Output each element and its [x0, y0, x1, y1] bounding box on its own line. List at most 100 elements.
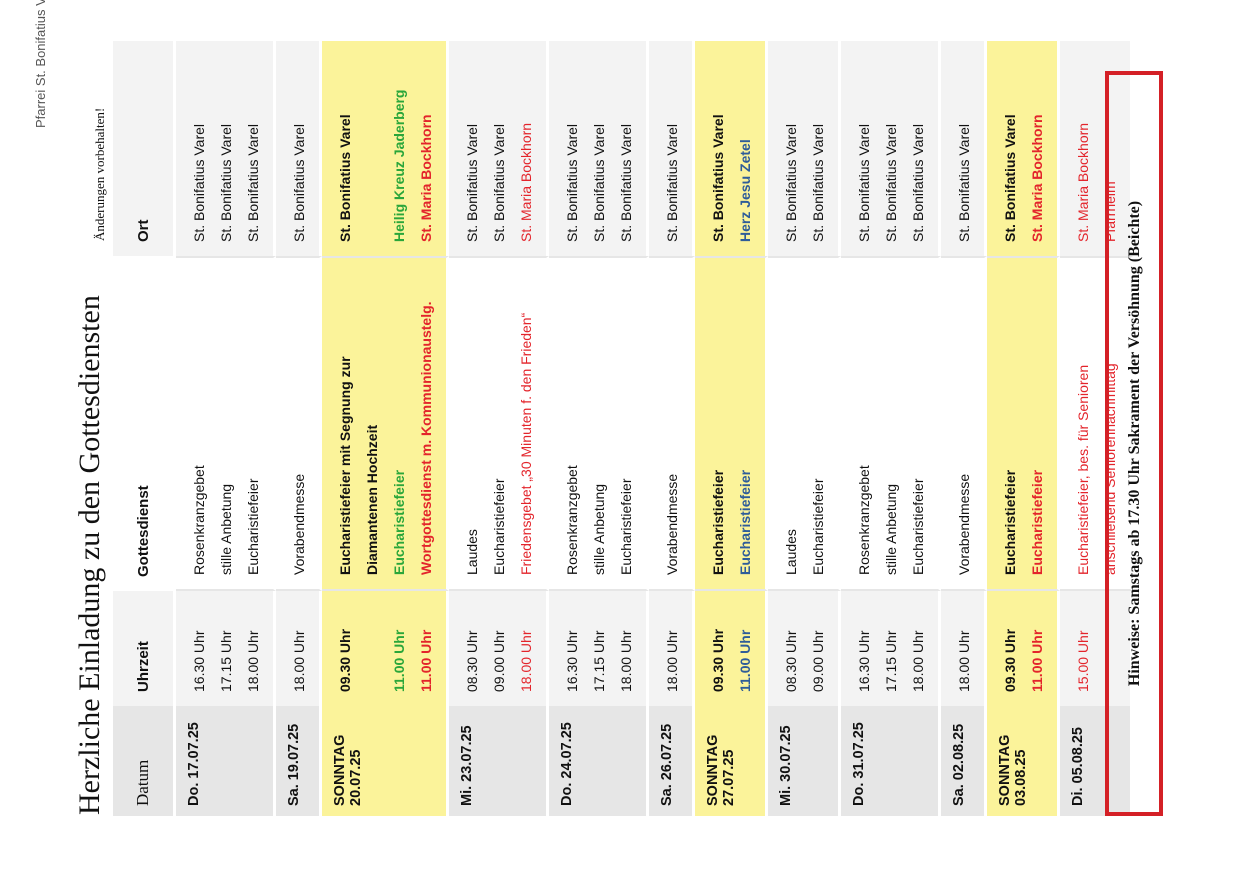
place-line: St. Bonifatius Varel — [783, 123, 799, 242]
time-cell: 18.00 Uhr — [276, 591, 322, 706]
service-line: Wortgottesdienst m. Kommunionaustelg. — [418, 301, 434, 575]
time-line: 11.00 Uhr — [418, 629, 434, 692]
time-line: 09.30 Uhr — [710, 628, 726, 692]
service-line: stille Anbetung — [883, 483, 899, 575]
service-line: Eucharistiefeier — [1029, 469, 1045, 575]
service-cell: Eucharistiefeier Eucharistiefeier — [695, 256, 768, 591]
service-line: Friedensgebet „30 Minuten f. den Frieden… — [518, 312, 534, 575]
service-cell: Laudes Eucharistiefeier — [768, 256, 841, 591]
service-line: Rosenkranzgebet — [856, 465, 872, 575]
service-cell: Eucharistiefeier Eucharistiefeier — [987, 256, 1060, 591]
table-row: Sa. 26.07.25 18.00 Uhr Vorabendmesse St. Bo… — [649, 41, 695, 816]
place-line: St. Maria Bockhorn — [418, 114, 434, 242]
place-line: St. Maria Bockhorn — [1029, 114, 1045, 242]
time-line: 11.00 Uhr — [737, 629, 753, 692]
place-cell: St. Bonifatius Varel St. Bonifatius Varel… — [549, 41, 649, 256]
place-line: St. Bonifatius Varel — [710, 114, 726, 242]
time-cell: 09.30 Uhr 11.00 Uhr 11.00 Uhr — [322, 591, 449, 706]
service-line: Eucharistiefeier — [910, 478, 926, 576]
time-line: 18.00 Uhr — [910, 630, 926, 692]
place-line: St. Bonifatius Varel — [956, 123, 972, 242]
time-line: 18.00 Uhr — [956, 630, 972, 692]
service-cell: Rosenkranzgebet stille Anbetung Eucharisti… — [176, 256, 276, 591]
time-cell: 09.30 Uhr 11.00 Uhr — [987, 591, 1060, 706]
place-line: St. Bonifatius Varel — [337, 114, 353, 242]
time-line: 17.15 Uhr — [883, 630, 899, 692]
place-line: St. Bonifatius Varel — [910, 123, 926, 242]
table-row: Do. 31.07.25 16.30 Uhr 17.15 Uhr 18.00 Uhr R… — [841, 41, 941, 816]
service-cell: Vorabendmesse — [941, 256, 987, 591]
place-cell: St. Bonifatius Varel — [649, 41, 695, 256]
service-cell: Vorabendmesse — [649, 256, 695, 591]
table-row: Do. 24.07.25 16.30 Uhr 17.15 Uhr 18.00 Uhr R… — [549, 41, 649, 816]
place-line: St. Bonifatius Varel — [245, 123, 261, 242]
place-cell: St. Bonifatius Varel Heilig Kreuz Jaderbe… — [322, 41, 449, 256]
place-cell: St. Bonifatius Varel St. Bonifatius Varel… — [176, 41, 276, 256]
place-line: Heilig Kreuz Jaderberg — [391, 89, 407, 243]
time-line: 09.30 Uhr — [337, 628, 353, 692]
service-line: Eucharistiefeier — [618, 478, 634, 576]
place-line: St. Bonifatius Varel — [191, 123, 207, 242]
place-line: St. Bonifatius Varel — [664, 123, 680, 242]
date-cell: Do. 24.07.25 — [549, 706, 649, 816]
place-cell: St. Bonifatius Varel — [941, 41, 987, 256]
service-cell: Rosenkranzgebet stille Anbetung Eucharisti… — [841, 256, 941, 591]
service-cell: Rosenkranzgebet stille Anbetung Eucharisti… — [549, 256, 649, 591]
time-line: 16.30 Uhr — [191, 630, 207, 692]
place-cell: St. Bonifatius Varel St. Maria Bockhorn — [987, 41, 1060, 256]
time-line — [359, 591, 386, 692]
service-line: Rosenkranzgebet — [191, 465, 207, 575]
time-cell: 18.00 Uhr — [649, 591, 695, 706]
place-cell: St. Bonifatius Varel St. Bonifatius Varel — [768, 41, 841, 256]
place-line: St. Maria Bockhorn — [1075, 122, 1091, 242]
date-cell: SONNTAG 27.07.25 — [695, 706, 768, 816]
service-schedule-table: Datum Uhrzeit Gottesdienst Ort Do. 17.07… — [113, 41, 1133, 816]
time-line: 09.00 Uhr — [491, 630, 507, 692]
date-cell: Do. 31.07.25 — [841, 706, 941, 816]
service-line: Laudes — [464, 529, 480, 575]
column-header-time: Uhrzeit — [113, 591, 176, 706]
service-line: Eucharistiefeier, bes. für Senioren — [1075, 364, 1091, 575]
place-cell: St. Bonifatius Varel St. Bonifatius Varel… — [841, 41, 941, 256]
page-header: Pfarrei St. Bonifatius Varel7 — [33, 0, 48, 136]
time-line: 18.00 Uhr — [291, 630, 307, 692]
hint-box: Hinweise: Samstags ab 17.30 Uhr Sakramen… — [1105, 71, 1163, 816]
time-cell: 16.30 Uhr 17.15 Uhr 18.00 Uhr — [549, 591, 649, 706]
time-line: 09.00 Uhr — [810, 630, 826, 692]
time-line: 17.15 Uhr — [218, 630, 234, 692]
place-cell: St. Bonifatius Varel — [276, 41, 322, 256]
table-row: Mi. 30.07.25 08.30 Uhr 09.00 Uhr Laudes Euch… — [768, 41, 841, 816]
service-cell: Laudes Eucharistiefeier Friedensgebet „30 … — [449, 256, 549, 591]
service-line: Vorabendmesse — [956, 473, 972, 575]
place-line: St. Bonifatius Varel — [883, 123, 899, 242]
service-line: Eucharistiefeier — [1002, 469, 1018, 575]
time-line: 15.00 Uhr — [1075, 630, 1091, 692]
place-cell: St. Bonifatius Varel St. Bonifatius Varel… — [449, 41, 549, 256]
date-cell: Sa. 19.07.25 — [276, 706, 322, 816]
table-row: Mi. 23.07.25 08.30 Uhr 09.00 Uhr 18.00 Uhr L… — [449, 41, 549, 816]
time-cell: 16.30 Uhr 17.15 Uhr 18.00 Uhr — [841, 591, 941, 706]
schedule-body: Do. 17.07.25 16.30 Uhr 17.15 Uhr 18.00 Uhr R… — [176, 41, 1133, 816]
service-line: Laudes — [783, 529, 799, 575]
service-line: Eucharistiefeier mit Segnung zur — [337, 356, 353, 575]
place-line: St. Bonifatius Varel — [564, 123, 580, 242]
time-line: 11.00 Uhr — [1029, 629, 1045, 692]
parish-name: Pfarrei St. Bonifatius Varel — [33, 0, 48, 128]
table-row: Sa. 19.07.25 18.00 Uhr Vorabendmesse St. Bo… — [276, 41, 322, 816]
table-header-row: Datum Uhrzeit Gottesdienst Ort — [113, 41, 176, 816]
service-line: Eucharistiefeier — [810, 478, 826, 576]
date-cell: SONNTAG 03.08.25 — [987, 706, 1060, 816]
time-line: 16.30 Uhr — [564, 630, 580, 692]
place-line: St. Bonifatius Varel — [218, 123, 234, 242]
place-line: St. Bonifatius Varel — [491, 123, 507, 242]
column-header-date: Datum — [113, 706, 176, 816]
service-line: Vorabendmesse — [291, 473, 307, 575]
service-line: stille Anbetung — [591, 483, 607, 575]
time-line: 09.30 Uhr — [1002, 628, 1018, 692]
time-cell: 18.00 Uhr — [941, 591, 987, 706]
date-cell: Do. 17.07.25 — [176, 706, 276, 816]
column-header-place: Ort — [113, 41, 176, 256]
service-cell: Eucharistiefeier mit Segnung zur Diamante… — [322, 256, 449, 591]
time-line: 17.15 Uhr — [591, 630, 607, 692]
time-cell: 08.30 Uhr 09.00 Uhr 18.00 Uhr — [449, 591, 549, 706]
